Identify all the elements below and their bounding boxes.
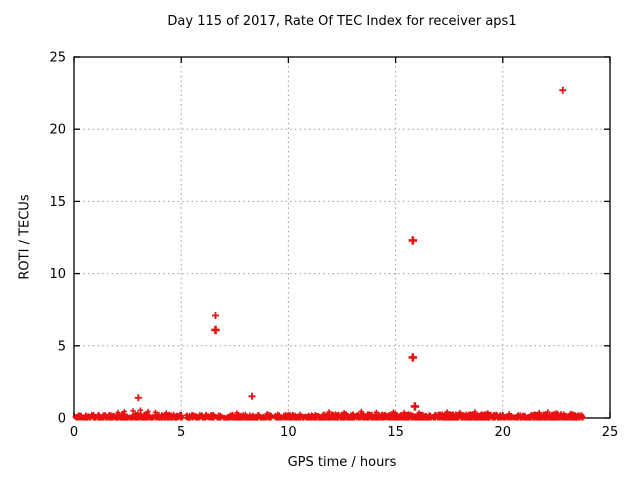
y-tick-label: 10 [49, 267, 66, 282]
baseline-band [72, 407, 586, 421]
y-tick-label: 5 [58, 339, 66, 354]
x-tick-label: 15 [387, 425, 404, 440]
outlier-points [134, 86, 567, 402]
x-tick-label: 20 [495, 425, 512, 440]
plot-frame [73, 56, 611, 419]
y-tick-label: 20 [49, 123, 66, 138]
y-tick-label: 15 [49, 195, 66, 210]
x-axis-label: GPS time / hours [287, 455, 397, 470]
x-tick-label: 10 [280, 425, 297, 440]
outlier-points-bold [211, 236, 420, 411]
chart-title: Day 115 of 2017, Rate Of TEC Index for r… [167, 14, 517, 29]
x-tick-label: 5 [177, 425, 185, 440]
x-tick-label: 0 [70, 425, 78, 440]
x-tick-label: 25 [602, 425, 619, 440]
y-tick-label: 25 [49, 51, 66, 66]
y-tick-label: 0 [58, 412, 66, 427]
